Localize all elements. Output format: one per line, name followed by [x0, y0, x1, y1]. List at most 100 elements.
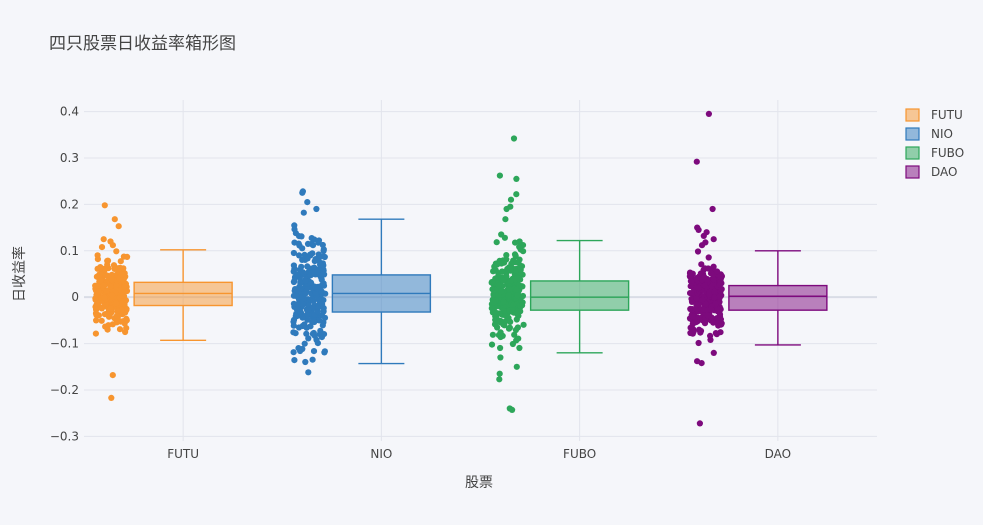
data-point — [701, 273, 708, 280]
outlier-point — [700, 232, 707, 239]
data-point — [320, 331, 328, 338]
data-point — [103, 287, 111, 294]
data-point — [302, 290, 309, 297]
data-point — [321, 348, 328, 355]
outlier-point — [510, 135, 518, 142]
data-point — [108, 292, 116, 299]
data-point — [108, 276, 115, 283]
data-point — [718, 321, 725, 328]
data-point — [519, 292, 527, 300]
data-point — [94, 265, 101, 272]
data-point — [708, 306, 715, 313]
data-point — [304, 263, 311, 270]
y-tick-label: −0.1 — [50, 337, 79, 351]
data-point — [701, 306, 708, 313]
data-point — [94, 252, 101, 259]
outlier-point — [108, 394, 115, 401]
data-point — [516, 243, 523, 250]
data-point — [490, 299, 497, 306]
data-point — [124, 253, 131, 260]
data-point — [688, 298, 696, 305]
data-point — [315, 237, 323, 244]
legend-swatch — [905, 127, 920, 141]
data-point — [718, 286, 725, 293]
data-point — [513, 286, 520, 294]
data-point — [113, 319, 121, 326]
data-point — [497, 344, 504, 352]
data-point — [93, 317, 100, 324]
data-point — [295, 287, 302, 294]
y-tick-label: −0.2 — [50, 383, 79, 397]
data-point — [314, 308, 321, 315]
data-point — [701, 320, 709, 327]
data-point — [110, 262, 118, 269]
data-point — [707, 336, 714, 343]
points-futu — [92, 202, 131, 401]
data-point — [688, 278, 695, 285]
data-point — [321, 314, 329, 321]
legend-swatch — [905, 165, 920, 179]
outlier-point — [501, 234, 508, 241]
data-point — [319, 271, 326, 278]
data-point — [713, 268, 721, 275]
x-tick-label: FUBO — [563, 447, 596, 461]
box-dao — [728, 250, 828, 346]
data-point — [687, 283, 694, 290]
data-point — [690, 328, 697, 335]
data-point — [319, 241, 326, 249]
data-point — [689, 313, 697, 320]
data-point — [496, 259, 503, 266]
data-point — [120, 265, 127, 272]
data-point — [710, 319, 717, 326]
data-point — [693, 295, 700, 302]
outlier-point — [109, 242, 116, 249]
data-point — [489, 331, 496, 338]
data-point — [296, 252, 303, 259]
data-point — [119, 292, 126, 299]
outlier-point — [305, 369, 312, 376]
legend[interactable]: FUTU NIO FUBO DAO — [905, 108, 964, 179]
data-point — [495, 282, 502, 289]
legend-item-dao[interactable]: DAO — [905, 165, 957, 179]
outlier-point — [100, 236, 107, 243]
data-point — [116, 275, 123, 283]
data-point — [290, 249, 297, 257]
outlier-point — [513, 363, 520, 370]
data-point — [93, 311, 100, 318]
data-point — [493, 239, 500, 246]
data-point — [309, 356, 316, 363]
data-point — [104, 326, 111, 333]
outlier-point — [496, 370, 503, 377]
legend-item-nio[interactable]: NIO — [905, 127, 953, 141]
outlier-point — [109, 372, 116, 379]
data-point — [113, 248, 120, 255]
data-point — [318, 276, 325, 283]
data-point — [314, 304, 321, 311]
data-point — [291, 265, 298, 272]
outlier-point — [698, 360, 705, 367]
data-point — [303, 330, 310, 337]
legend-item-fubo[interactable]: FUBO — [905, 146, 964, 160]
data-point — [712, 330, 720, 337]
iqr-box — [728, 284, 828, 311]
outlier-point — [698, 242, 706, 249]
points-dao — [686, 110, 726, 427]
data-point — [500, 277, 507, 284]
data-point — [507, 277, 514, 284]
data-point — [314, 285, 321, 292]
data-point — [100, 282, 107, 289]
data-point — [104, 257, 111, 264]
data-point — [515, 335, 522, 342]
y-axis-title: 日收益率 — [11, 246, 28, 302]
legend-item-futu[interactable]: FUTU — [905, 108, 963, 122]
outlier-point — [695, 226, 702, 233]
data-point — [305, 307, 312, 314]
data-point — [312, 256, 319, 263]
data-point — [97, 277, 104, 284]
data-point — [512, 326, 520, 334]
data-point — [101, 294, 108, 301]
data-point — [291, 226, 298, 233]
data-point — [704, 312, 711, 319]
data-point — [311, 332, 318, 339]
